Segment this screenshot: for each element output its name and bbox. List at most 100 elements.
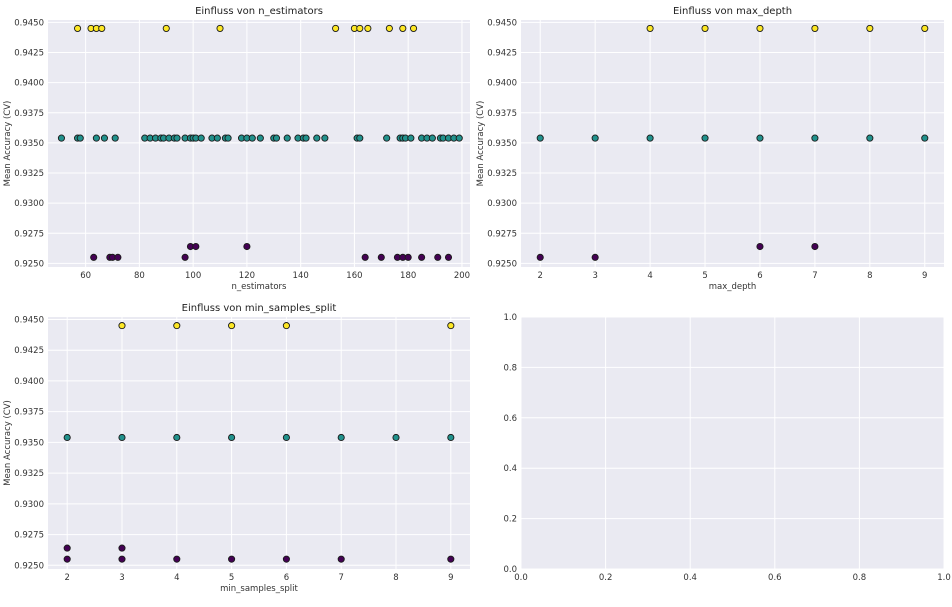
x-tick-label: 8 [867,271,872,281]
y-tick-label: 0.9450 [487,18,517,28]
data-point [248,134,256,142]
x-tick-label: 200 [454,271,470,281]
data-point [536,134,544,142]
x-tick-label: 180 [400,271,416,281]
data-point [434,253,442,261]
data-point [921,134,929,142]
data-point [282,555,290,563]
x-tick-label: 60 [80,271,91,281]
subplot-3: 2 3 4 5 6 7 8 9 0.9250 0.9275 0.9300 0.9325 0.9350 0.… [3,303,470,594]
data-point [646,134,654,142]
data-point [100,134,108,142]
data-point [216,24,224,32]
x-axis-label: min_samples_split [220,584,298,594]
data-point [701,134,709,142]
data-point [57,134,65,142]
data-point [173,322,181,330]
y-tick-label: 0.9450 [14,18,44,28]
y-tick-label: 0.6 [503,414,517,424]
y-tick-label: 0.9350 [487,139,517,149]
data-point [444,253,453,261]
x-tick-label: 1.0 [937,573,951,583]
data-point [756,24,764,32]
data-point [114,253,122,261]
data-point [272,134,281,142]
subplot-2: 2 3 4 5 6 7 8 9 0.9250 0.9275 0.9300 0.9325 0.9350 0.… [476,6,944,292]
data-point [428,134,436,142]
data-point [356,134,364,142]
data-point [701,24,709,32]
data-point [337,555,345,563]
data-point [224,134,232,142]
data-point [173,433,181,442]
data-point [811,134,819,142]
y-axis-label: Mean Accuracy (CV) [476,101,486,187]
x-axis-label: n_estimators [232,282,288,292]
data-point [283,134,291,142]
data-point [173,134,181,142]
y-tick-label: 0.9325 [14,469,44,479]
data-point [447,433,455,442]
data-point [536,253,544,261]
data-point [591,253,599,261]
data-point [192,242,200,251]
data-point [118,544,126,552]
data-point [332,24,340,32]
data-point [756,134,764,142]
data-point [377,253,385,261]
x-tick-label: 3 [119,573,124,583]
data-point [243,242,251,251]
y-tick-label: 0.0 [503,565,517,575]
data-point [98,24,106,32]
data-point [756,242,764,251]
data-point [364,24,372,32]
x-tick-label: 0.4 [683,573,697,583]
chart-title: Einfluss von n_estimators [195,6,323,17]
plot-area [48,20,470,267]
data-point [455,134,463,142]
data-point [162,24,170,32]
y-tick-label: 0.9375 [14,109,44,119]
data-point [407,134,415,142]
y-tick-label: 0.9375 [14,408,44,418]
x-tick-label: 140 [293,271,309,281]
x-tick-label: 6 [757,271,762,281]
y-tick-label: 0.4 [503,464,517,474]
y-tick-label: 0.9400 [14,377,44,387]
data-point [383,134,391,142]
data-point [228,555,236,563]
data-point [228,322,236,330]
data-point [173,555,181,563]
data-point [591,134,599,142]
x-tick-label: 9 [448,573,453,583]
x-tick-label: 5 [702,271,707,281]
subplot-1: 60 80 100 120 140 160 180 200 0.9250 0.9275 0.9300… [3,6,470,292]
data-point [385,24,393,32]
x-tick-label: 7 [338,573,343,583]
data-point [646,24,654,32]
y-tick-label: 0.9325 [487,169,517,179]
data-point [282,322,290,330]
data-point [321,134,329,142]
y-tick-label: 0.9350 [14,438,44,448]
data-point [111,134,119,142]
x-tick-label: 5 [229,573,234,583]
y-tick-label: 0.9275 [14,229,44,239]
data-point [404,253,412,261]
x-tick-label: 0.0 [514,573,528,583]
data-point [811,242,819,251]
y-tick-label: 0.9250 [14,259,44,269]
data-point [418,253,426,261]
y-tick-label: 0.9450 [14,315,44,325]
data-point [811,24,819,32]
subplot-4: 0.0 0.2 0.4 0.6 0.8 1.0 0.0 0.2 0.4 0.6 0.8 1.0 [503,313,950,583]
y-tick-label: 0.9250 [14,561,44,571]
y-tick-label: 0.9300 [487,199,517,209]
y-tick-label: 0.9275 [487,229,517,239]
data-point [356,24,364,32]
data-point [302,134,310,142]
data-point [866,24,874,32]
plot-area [521,317,944,569]
y-axis-label: Mean Accuracy (CV) [3,400,13,486]
